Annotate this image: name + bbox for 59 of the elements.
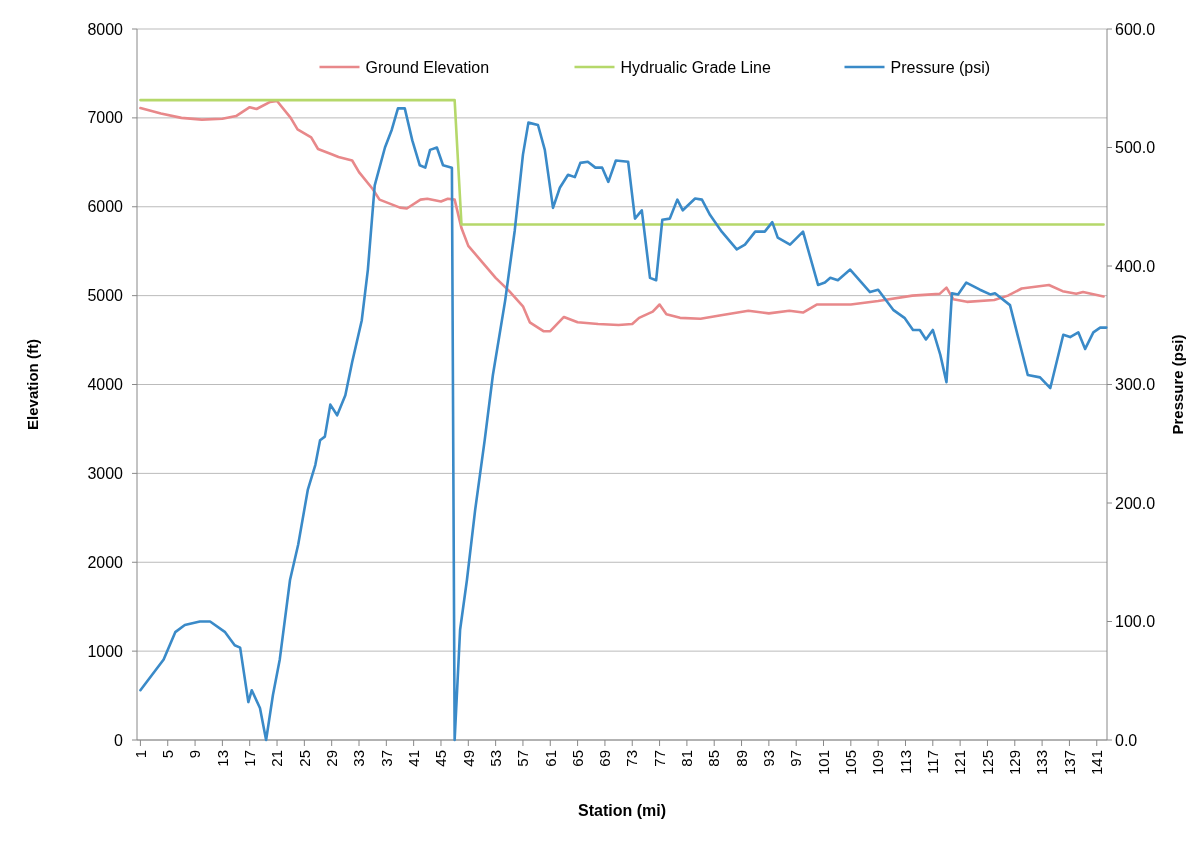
line-series [139,99,1105,333]
x-tick-label: 101 [814,750,832,776]
x-tick-label: 57 [514,750,532,767]
x-tick-label: 5 [158,750,176,759]
x-tick-label: 13 [213,750,231,767]
y2-tick-label: 0.0 [1115,731,1138,749]
y2-tick-label: 100.0 [1115,613,1156,631]
x-tick-label: 37 [377,750,395,767]
x-tick-label: 121 [951,750,969,776]
y-tick-label: 0 [114,731,124,749]
x-tick-label: 49 [459,750,477,767]
x-tick-label: 133 [1033,750,1051,776]
x-tick-label: 9 [186,750,204,759]
y2-tick-label: 300.0 [1115,376,1156,394]
y-tick-label: 1000 [87,642,124,660]
x-tick-label: 109 [869,750,887,776]
x-tick-label: 97 [787,750,805,767]
y-tick-label: 6000 [87,198,124,216]
y2-tick-label: 200.0 [1115,494,1156,512]
y2-tick-label: 400.0 [1115,257,1156,275]
x-tick-label: 89 [732,750,750,767]
x-axis-title: Station (mi) [578,802,666,819]
x-tick-label: 73 [623,750,641,767]
x-tick-label: 21 [268,750,286,767]
y-tick-label: 7000 [87,109,124,127]
x-tick-label: 93 [760,750,778,767]
x-tick-label: 65 [568,750,586,767]
x-tick-label: 77 [650,750,668,767]
x-tick-label: 125 [978,750,996,776]
x-tick-label: 85 [705,750,723,767]
x-tick-label: 81 [678,750,696,767]
y2-tick-label: 500.0 [1115,139,1156,157]
y-tick-label: 4000 [87,376,124,394]
x-tick-label: 41 [404,750,422,767]
x-tick-label: 45 [432,750,450,767]
legend-label: Hydrualic Grade Line [620,58,771,76]
y-tick-label: 8000 [87,20,124,38]
x-tick-label: 117 [924,750,942,774]
y-tick-label: 3000 [87,464,124,482]
x-tick-label: 33 [350,750,368,767]
x-tick-label: 25 [295,750,313,767]
x-tick-label: 137 [1060,750,1078,776]
x-tick-label: 29 [322,750,340,767]
x-tick-label: 53 [486,750,504,767]
y2-tick-label: 600.0 [1115,20,1156,38]
y-tick-label: 5000 [87,287,124,305]
y-tick-label: 2000 [87,553,124,571]
y2-axis-title: Pressure (psi) [1169,334,1186,435]
x-tick-label: 1 [131,750,149,759]
x-tick-label: 17 [240,750,258,767]
legend-label: Ground Elevation [365,58,490,76]
x-tick-label: 129 [1006,750,1024,776]
y-axis-title: Elevation (ft) [24,339,41,430]
x-tick-label: 141 [1088,750,1105,776]
legend-label: Pressure (psi) [890,58,991,76]
x-tick-label: 61 [541,750,559,767]
x-tick-label: 113 [896,750,914,774]
x-tick-label: 69 [596,750,614,767]
x-tick-label: 105 [842,750,860,776]
